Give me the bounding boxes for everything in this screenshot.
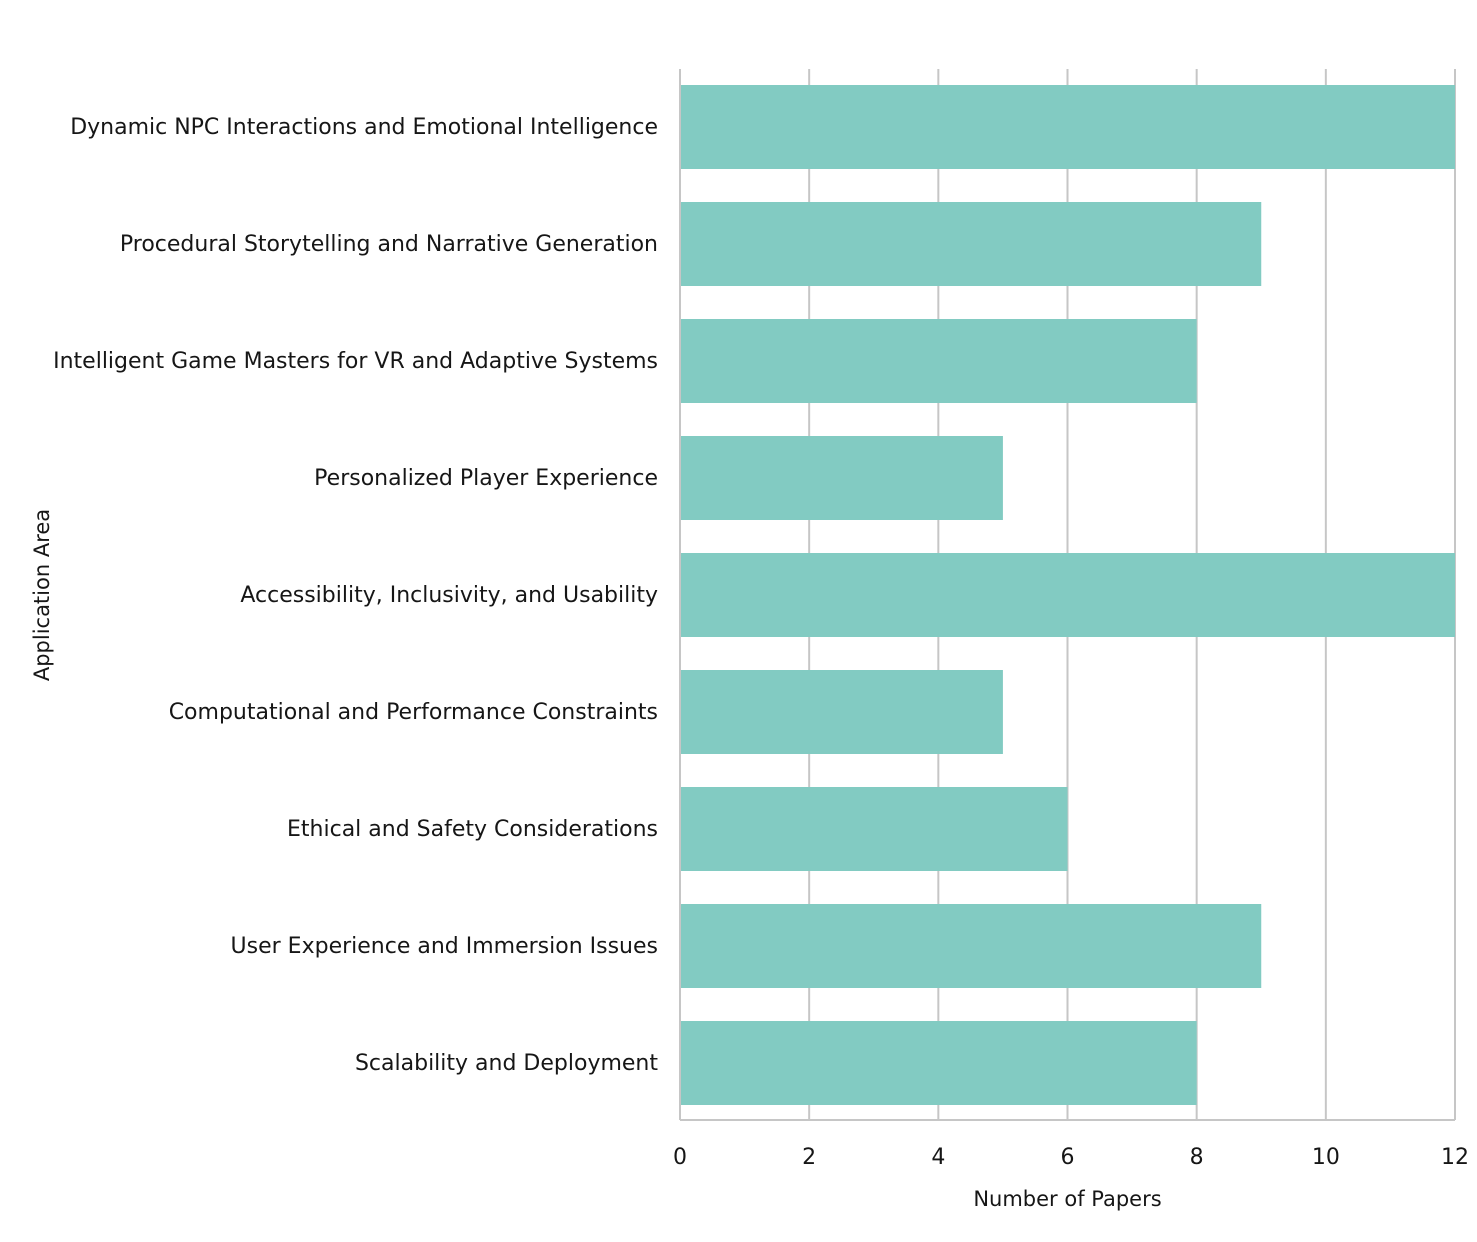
bar <box>680 436 1003 520</box>
x-tick-label: 2 <box>802 1145 816 1170</box>
category-label: Scalability and Deployment <box>355 1051 658 1076</box>
category-labels: Dynamic NPC Interactions and Emotional I… <box>53 115 658 1076</box>
x-tick-label: 6 <box>1061 1145 1075 1170</box>
x-tick-label: 12 <box>1441 1145 1469 1170</box>
category-label: Computational and Performance Constraint… <box>169 700 658 725</box>
category-label: Personalized Player Experience <box>314 466 658 491</box>
category-label: User Experience and Immersion Issues <box>231 934 658 959</box>
y-axis-title: Application Area <box>30 509 54 681</box>
bar <box>680 202 1262 286</box>
bars <box>680 85 1455 1105</box>
x-tick-label: 0 <box>673 1145 687 1170</box>
category-label: Dynamic NPC Interactions and Emotional I… <box>70 115 658 140</box>
x-tick-label: 8 <box>1190 1145 1204 1170</box>
bar <box>680 670 1003 754</box>
category-label: Procedural Storytelling and Narrative Ge… <box>120 232 658 257</box>
x-tick-labels: 0 2 4 6 8 10 12 <box>673 1145 1469 1170</box>
category-label: Ethical and Safety Considerations <box>287 817 658 842</box>
bar <box>680 85 1455 169</box>
x-axis-title: Number of Papers <box>973 1187 1161 1211</box>
bar <box>680 1021 1197 1105</box>
category-label: Accessibility, Inclusivity, and Usabilit… <box>240 583 658 608</box>
x-tick-label: 4 <box>931 1145 945 1170</box>
bar <box>680 787 1068 871</box>
bar <box>680 319 1197 403</box>
x-tick-label: 10 <box>1312 1145 1340 1170</box>
bar <box>680 553 1455 637</box>
bar <box>680 904 1262 988</box>
category-label: Intelligent Game Masters for VR and Adap… <box>53 349 658 374</box>
